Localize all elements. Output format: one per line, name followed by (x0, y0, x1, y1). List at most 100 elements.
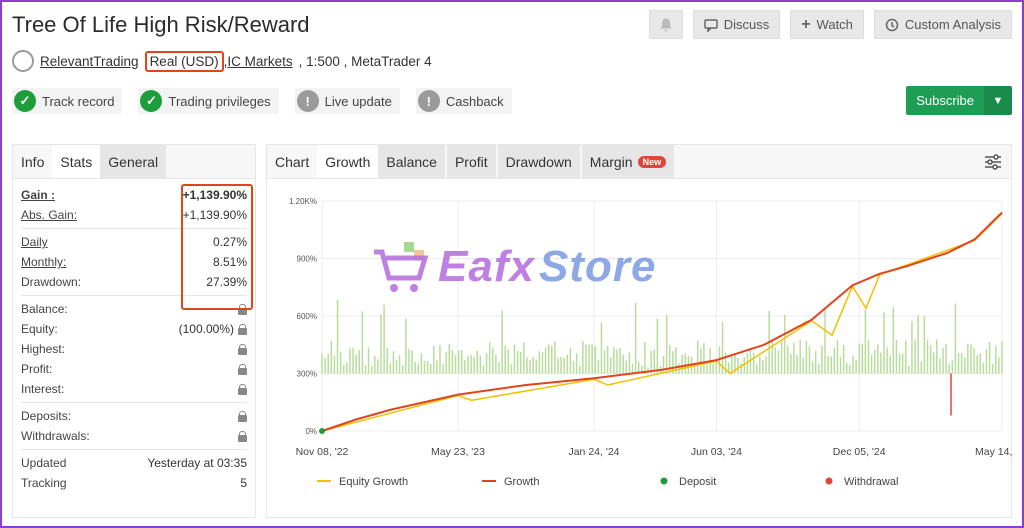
x-tick-label: Jun 03, '24 (691, 446, 742, 458)
tab-margin[interactable]: Margin New (581, 145, 675, 178)
abs-gain-label[interactable]: Abs. Gain: (21, 208, 78, 222)
subscribe-button[interactable]: Subscribe (906, 86, 984, 115)
profit-label: Profit: (21, 362, 53, 376)
watch-label: Watch (816, 17, 853, 32)
x-tick-label: May 14, '25 (975, 446, 1015, 458)
chart-panel: Chart Growth Balance Profit Drawdown Mar… (266, 144, 1015, 521)
y-tick-label: 1.20K% (289, 197, 317, 206)
watermark-text-1: Eafx (438, 242, 535, 291)
legend-label: Growth (504, 476, 539, 488)
stat-row-updated: Updated Yesterday at 03:35 (21, 453, 247, 473)
broker-link[interactable]: IC Markets (227, 53, 293, 69)
lock-icon (238, 323, 247, 335)
tab-balance[interactable]: Balance (378, 145, 445, 178)
stat-row-deposits: Deposits: (21, 406, 247, 426)
top-actions: Discuss + Watch Custom Analysis (648, 10, 1012, 39)
tab-drawdown[interactable]: Drawdown (497, 145, 580, 178)
stat-row-tracking: Tracking 5 (21, 473, 247, 493)
highest-label: Highest: (21, 342, 66, 356)
updated-label: Updated (21, 456, 67, 470)
header: Tree Of Life High Risk/Reward Discuss + … (12, 8, 1012, 132)
lock-icon (238, 410, 247, 422)
notification-button[interactable] (648, 10, 683, 39)
equity-value: (100.00%) (178, 322, 234, 336)
daily-value: 0.27% (212, 235, 247, 249)
bell-icon (660, 18, 672, 31)
stats-rows: Gain : +1,139.90% Abs. Gain: +1,139.90% … (13, 179, 255, 493)
account-meta: RelevantTrading Real (USD), IC Markets , … (12, 50, 432, 72)
stat-row-monthly: Monthly: 8.51% (21, 252, 247, 272)
divider (21, 295, 247, 296)
badge-track-record[interactable]: ✓ Track record (12, 88, 123, 114)
page-title: Tree Of Life High Risk/Reward (12, 12, 310, 37)
stats-tabs: Info Stats General (13, 145, 255, 179)
subscribe-dropdown-button[interactable]: ▼ (984, 86, 1012, 115)
badge-label: Track record (42, 93, 115, 109)
exclamation-icon: ! (417, 90, 440, 112)
tab-general[interactable]: General (100, 145, 167, 178)
deposit-point (319, 428, 325, 434)
highlight-box (181, 184, 253, 310)
legend-swatch (825, 477, 833, 485)
x-tick-label: May 23, '23 (431, 446, 485, 458)
badge-label: Trading privileges (168, 93, 271, 109)
tab-chart[interactable]: Chart (275, 153, 310, 170)
badge-label: Cashback (445, 93, 504, 109)
divider (21, 449, 247, 450)
watermark-text-2: Store (538, 242, 657, 291)
stat-row-abs-gain: Abs. Gain: +1,139.90% (21, 205, 247, 225)
gain-value: +1,139.90% (182, 188, 247, 202)
stat-row-profit: Profit: (21, 359, 247, 379)
stat-row-interest: Interest: (21, 379, 247, 399)
deposits-label: Deposits: (21, 409, 72, 423)
legend-label: Deposit (679, 476, 716, 488)
meta-comma: , (223, 53, 228, 69)
sliders-icon[interactable] (983, 152, 1003, 172)
monthly-label[interactable]: Monthly: (21, 255, 67, 269)
y-tick-label: 600% (297, 312, 317, 321)
abs-gain-value: +1,139.90% (182, 208, 247, 222)
custom-analysis-button[interactable]: Custom Analysis (873, 10, 1012, 39)
subscribe-group: Subscribe ▼ (906, 86, 1012, 115)
chat-icon (703, 18, 718, 32)
author-link[interactable]: RelevantTrading (40, 53, 139, 69)
tab-info[interactable]: Info (21, 153, 45, 170)
lock-icon (238, 430, 247, 442)
check-icon: ✓ (14, 90, 36, 112)
lock-icon (238, 363, 247, 375)
cart-icon (374, 242, 429, 292)
badge-live-update[interactable]: ! Live update (294, 88, 400, 114)
stats-panel: Info Stats General Gain : +1,139.90% Abs… (12, 144, 256, 518)
growth-chart[interactable]: 0% 300% 600% 900% 1.20K% Nov 08, '22 May 23, '… (267, 181, 1015, 521)
badge-trading-privileges[interactable]: ✓ Trading privileges (138, 88, 279, 114)
discuss-button[interactable]: Discuss (692, 10, 781, 39)
tracking-label: Tracking (21, 476, 67, 490)
tab-profit[interactable]: Profit (446, 145, 496, 178)
tracking-value: 5 (240, 476, 247, 490)
custom-analysis-label: Custom Analysis (904, 17, 1001, 32)
badge-list: ✓ Track record ✓ Trading privileges ! Li… (12, 88, 512, 114)
drawdown-label: Drawdown: (21, 275, 82, 289)
drawdown-value: 27.39% (206, 275, 247, 289)
tab-stats[interactable]: Stats (52, 145, 101, 178)
gain-label[interactable]: Gain : (21, 188, 56, 202)
monthly-value: 8.51% (212, 255, 247, 269)
daily-label[interactable]: Daily (21, 235, 48, 249)
plus-icon: + (801, 15, 811, 33)
stat-row-drawdown: Drawdown: 27.39% (21, 272, 247, 292)
y-tick-label: 900% (297, 255, 317, 264)
x-tick-label: Dec 05, '24 (833, 446, 886, 458)
y-tick-label: 0% (305, 427, 317, 436)
watermark: Eafx Store (372, 238, 656, 296)
tab-growth[interactable]: Growth (317, 145, 379, 178)
withdrawals-label: Withdrawals: (21, 429, 90, 443)
watch-button[interactable]: + Watch (790, 10, 864, 39)
legend-label: Equity Growth (339, 476, 408, 488)
badge-cashback[interactable]: ! Cashback (415, 88, 512, 114)
stat-row-highest: Highest: (21, 339, 247, 359)
updated-value: Yesterday at 03:35 (147, 456, 247, 470)
interest-label: Interest: (21, 382, 65, 396)
check-icon: ✓ (140, 90, 163, 112)
series-equity-growth (321, 212, 1003, 432)
balance-label: Balance: (21, 302, 68, 316)
